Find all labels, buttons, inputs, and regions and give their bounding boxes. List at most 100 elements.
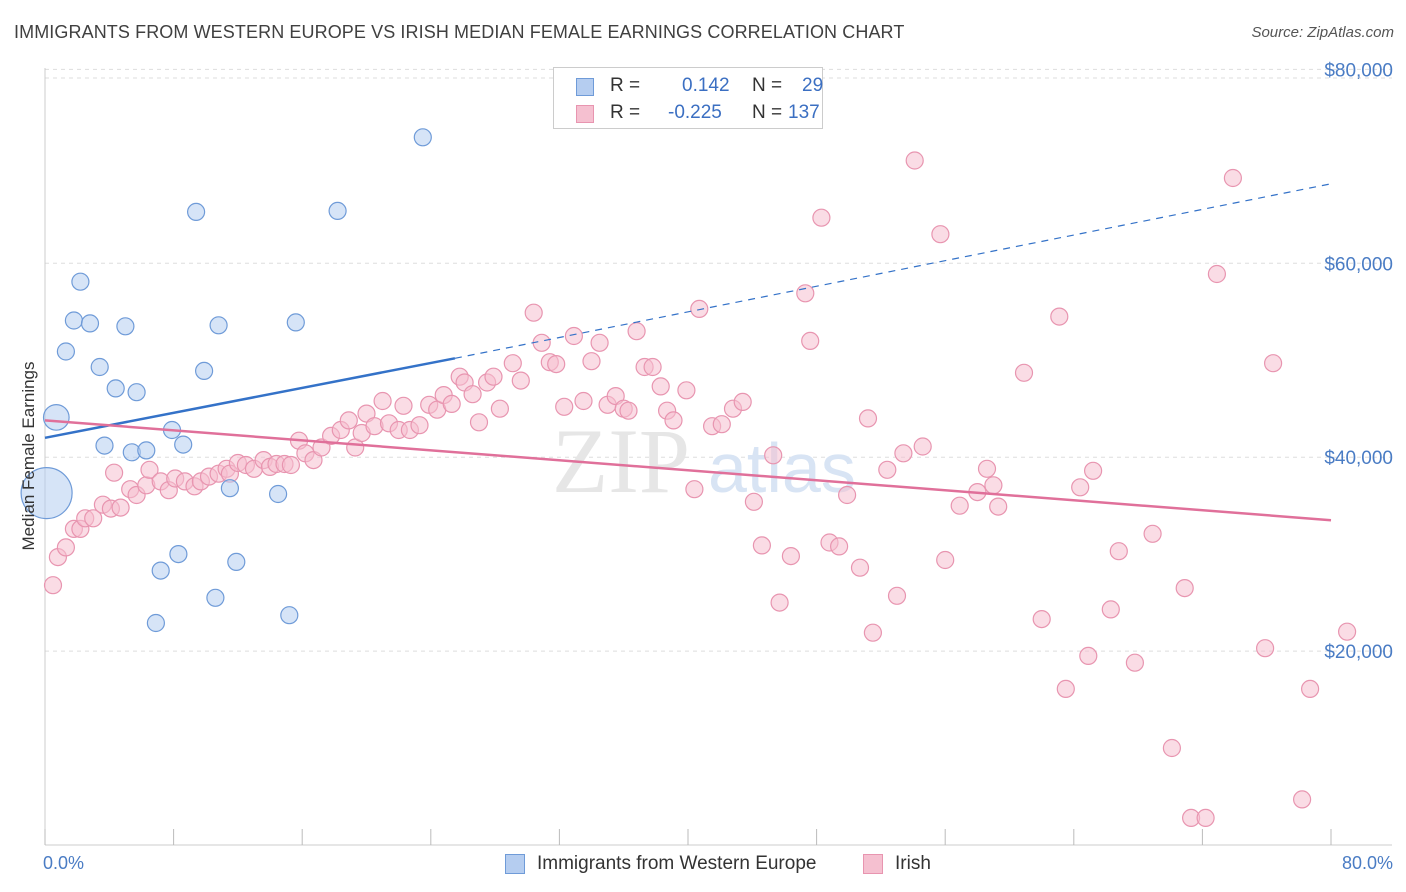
point-irish (1101, 600, 1120, 619)
point-irish (373, 391, 392, 411)
legend-r-label: R = (610, 75, 641, 96)
point-irish (1223, 168, 1243, 188)
point-irish (339, 411, 358, 430)
point-western-europe (95, 436, 114, 455)
point-western-europe (20, 467, 73, 520)
point-irish (781, 546, 801, 566)
point-irish (524, 303, 543, 322)
point-irish (1292, 790, 1312, 809)
point-western-europe (286, 313, 305, 332)
point-irish (1143, 524, 1162, 543)
legend-swatch-blue (576, 78, 594, 96)
point-western-europe (42, 404, 70, 431)
point-western-europe (220, 479, 239, 498)
trend-line-western-europe-extension (454, 183, 1332, 359)
point-irish (931, 225, 950, 244)
point-irish (469, 413, 489, 432)
point-western-europe (80, 314, 100, 333)
point-irish (1014, 363, 1034, 382)
point-irish (1032, 609, 1051, 629)
point-irish (744, 492, 764, 511)
point-western-europe (56, 342, 76, 361)
point-irish (1300, 679, 1320, 699)
stats-legend: R = 0.142 N = 29 R = -0.225 N = 137 (553, 67, 823, 129)
point-irish (989, 497, 1008, 516)
point-irish (651, 377, 670, 396)
point-irish (1162, 738, 1182, 758)
point-irish (770, 593, 789, 612)
legend-swatch-pink (863, 854, 883, 874)
point-irish (664, 411, 683, 430)
trend-lines (44, 183, 1332, 522)
point-irish (878, 460, 897, 479)
point-western-europe (269, 484, 288, 504)
point-irish (858, 409, 878, 428)
y-tick-label: $20,000 (1324, 642, 1393, 663)
point-irish (863, 623, 883, 642)
point-irish (712, 415, 731, 434)
point-irish (837, 485, 857, 505)
point-irish (104, 463, 124, 482)
point-western-europe (146, 613, 165, 633)
point-irish (503, 354, 522, 373)
point-irish (1056, 679, 1075, 699)
legend-label: Irish (895, 853, 931, 874)
point-irish (894, 444, 913, 463)
x-tick-label: 80.0% (1342, 853, 1393, 873)
chart-title: IMMIGRANTS FROM WESTERN EUROPE VS IRISH … (14, 22, 905, 42)
point-irish (950, 496, 969, 515)
legend-r-label: R = (610, 102, 641, 123)
trend-line-irish (44, 419, 1332, 522)
point-irish (410, 416, 429, 435)
point-irish (1071, 478, 1090, 497)
point-irish (913, 437, 932, 456)
point-irish (394, 396, 413, 415)
point-western-europe (206, 588, 225, 607)
point-irish (764, 446, 783, 465)
point-western-europe (151, 561, 170, 580)
point-irish (555, 397, 574, 416)
point-irish (111, 498, 130, 517)
point-irish (1109, 542, 1128, 561)
legend-r-value: 0.142 (682, 75, 730, 96)
point-irish (463, 385, 482, 404)
point-irish (547, 355, 566, 374)
legend-swatch-pink (576, 105, 594, 123)
watermark-atlas: atlas (708, 429, 856, 507)
legend-n-label: N = (752, 102, 783, 123)
point-irish (1337, 622, 1357, 641)
point-irish (829, 537, 849, 556)
point-western-europe (413, 128, 432, 147)
point-western-europe (71, 272, 90, 291)
point-western-europe (174, 435, 193, 454)
point-irish (281, 455, 300, 475)
point-irish (56, 538, 76, 557)
point-irish (812, 208, 831, 227)
y-tick-label: $80,000 (1324, 60, 1393, 81)
point-irish (574, 391, 593, 411)
axes (44, 68, 1392, 846)
y-tick-label: $60,000 (1324, 254, 1393, 275)
chart-source: Source: ZipAtlas.com (1251, 24, 1394, 41)
point-western-europe (90, 357, 109, 377)
point-western-europe (137, 441, 156, 460)
point-irish (850, 558, 870, 577)
point-irish (936, 550, 955, 570)
legend-r-value: -0.225 (668, 102, 722, 123)
point-irish (442, 394, 461, 413)
point-western-europe (187, 202, 206, 221)
x-tick-label: 0.0% (43, 853, 84, 873)
point-irish (643, 357, 662, 377)
point-western-europe (209, 316, 228, 335)
point-irish (619, 401, 638, 420)
point-irish (984, 476, 1003, 495)
y-axis-label: Median Female Earnings (19, 362, 38, 551)
legend-n-value: 29 (802, 75, 824, 96)
point-irish (801, 331, 820, 350)
point-irish (1175, 578, 1194, 598)
point-irish (84, 509, 103, 528)
series-irish-points (43, 151, 1357, 828)
point-irish (564, 326, 584, 346)
point-irish (887, 586, 907, 605)
